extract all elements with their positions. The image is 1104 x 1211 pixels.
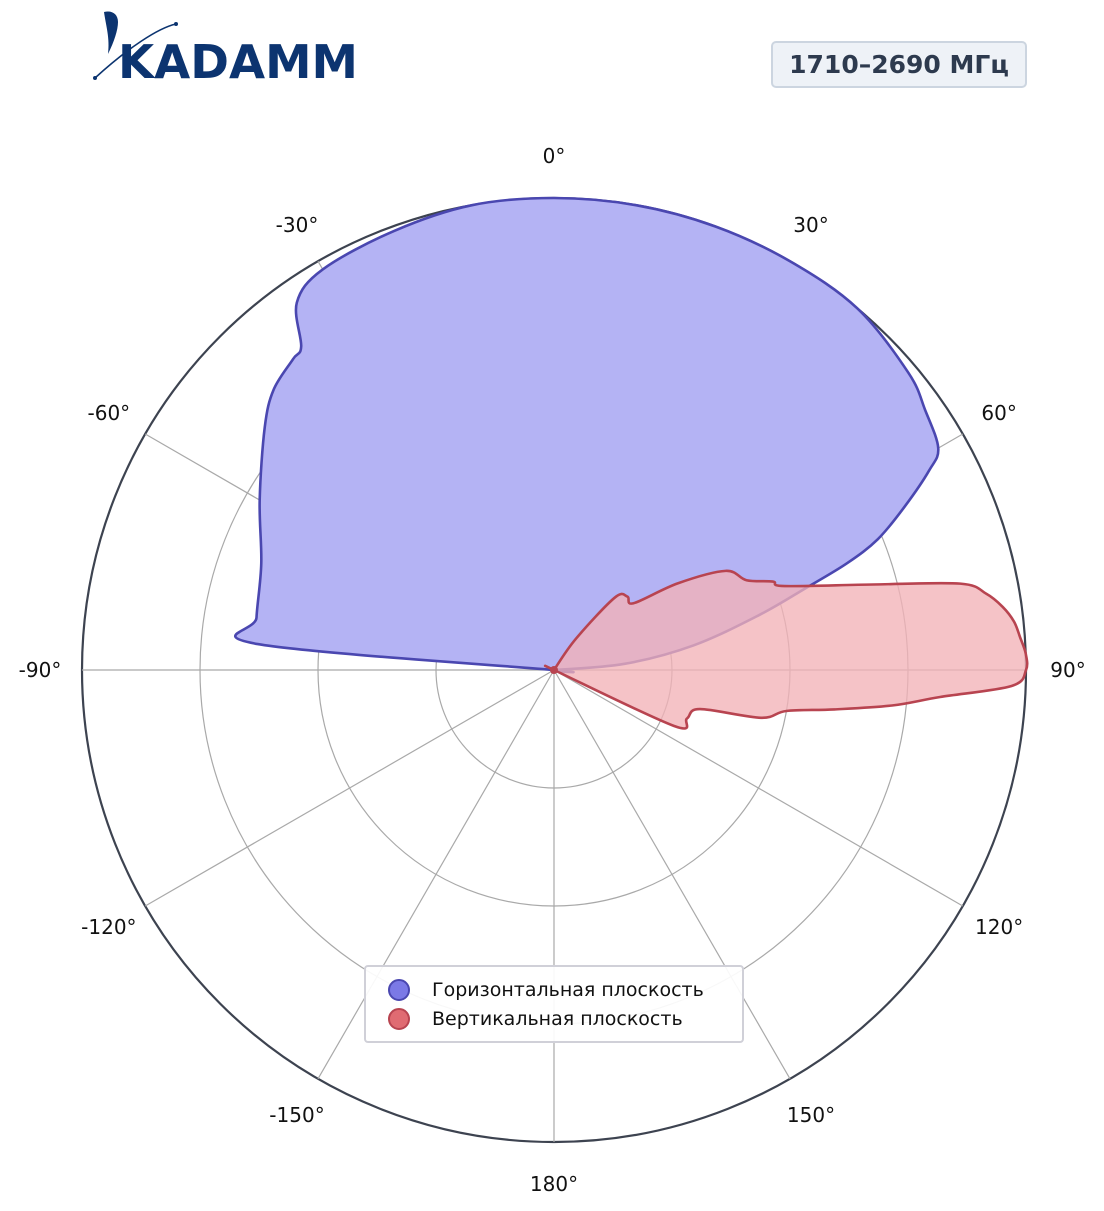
legend-label-vertical: Вертикальная плоскость [432,1008,683,1030]
angle-tick-label: 120° [975,915,1023,939]
angle-tick-label: -90° [19,658,62,682]
legend-marker-horizontal [388,979,410,1001]
series-area-vertical [543,569,1029,730]
spoke-line [553,669,964,907]
angle-labels: 0° 30° 60° 90° 120° 150° 180° -150° -120° -90° -60… [19,144,1086,1196]
angle-tick-label: 0° [543,144,566,168]
logo-feather-icon [104,11,118,54]
legend-item-horizontal: Горизонтальная плоскость [388,976,704,1004]
spoke-line [553,669,791,1080]
legend-label-horizontal: Горизонтальная плоскость [432,979,704,1001]
legend-marker-vertical [388,1008,410,1030]
legend-item-vertical: Вертикальная плоскость [388,1005,683,1033]
frequency-badge: 1710–2690 МГц [771,41,1027,88]
spoke-line [144,669,555,907]
series-layer [234,196,1029,730]
angle-tick-label: 30° [793,213,828,237]
spoke-line [317,669,555,1080]
logo-swoosh-icon [94,23,177,79]
angle-tick-label: -30° [276,213,319,237]
angle-tick-label: 60° [981,401,1016,425]
angle-tick-label: -150° [269,1103,324,1127]
angle-tick-label: -120° [81,915,136,939]
kadamm-logo: KADAMM [93,11,358,88]
angle-tick-label: 90° [1050,658,1085,682]
angle-tick-label: -60° [88,401,131,425]
angle-tick-label: 150° [787,1103,835,1127]
angle-tick-label: 180° [530,1172,578,1196]
legend: Горизонтальная плоскость Вертикальная пл… [364,965,744,1043]
origin-point [550,666,558,674]
logo-text: KADAMM [118,35,358,88]
